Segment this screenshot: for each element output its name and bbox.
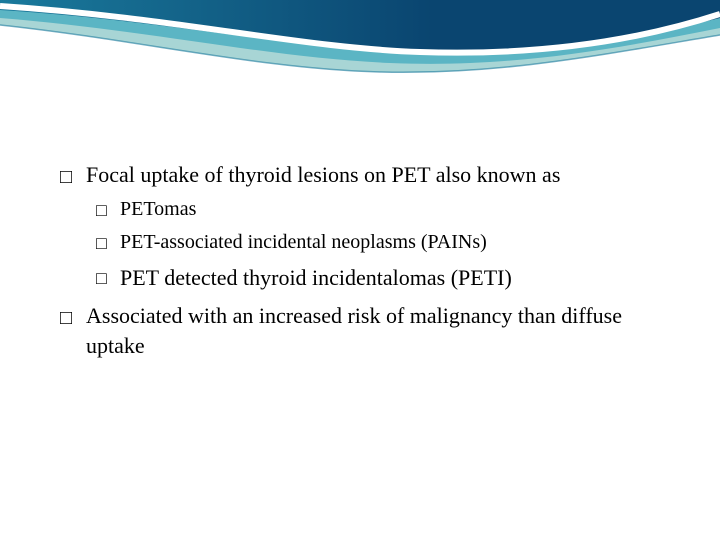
bullet-main-1: □ Focal uptake of thyroid lesions on PET…	[60, 160, 660, 190]
spacer	[60, 293, 660, 301]
wave-svg	[0, 0, 720, 140]
slide: □ Focal uptake of thyroid lesions on PET…	[0, 0, 720, 540]
bullet-box-icon: □	[96, 266, 107, 291]
bullet-box-icon: □	[96, 231, 107, 256]
bullet-box-icon: □	[60, 305, 72, 332]
bullet-main-2: □ Associated with an increased risk of m…	[60, 301, 660, 360]
spacer	[60, 256, 660, 258]
bullet-main-1-text: Focal uptake of thyroid lesions on PET a…	[86, 162, 560, 187]
bullet-sub-3-text-a: PET detected	[120, 265, 243, 290]
bullet-sub-1-text: PETomas	[120, 198, 196, 220]
bullet-main-2-text: Associated with an increased risk of mal…	[86, 303, 622, 358]
bullet-sub-1: □ PETomas	[96, 195, 660, 223]
bullet-sub-2-text: PET-associated incidental neoplasms (PAI…	[120, 231, 487, 253]
slide-content: □ Focal uptake of thyroid lesions on PET…	[60, 160, 660, 365]
bullet-box-icon: □	[96, 198, 107, 223]
bullet-sub-2: □ PET-associated incidental neoplasms (P…	[96, 228, 660, 256]
bullet-sub-3-text-b: thyroid incidentalomas (PETI)	[243, 265, 512, 290]
bullet-box-icon: □	[60, 164, 72, 191]
decorative-wave-header	[0, 0, 720, 140]
bullet-sub-3: □ PET detected thyroid incidentalomas (P…	[96, 263, 660, 294]
